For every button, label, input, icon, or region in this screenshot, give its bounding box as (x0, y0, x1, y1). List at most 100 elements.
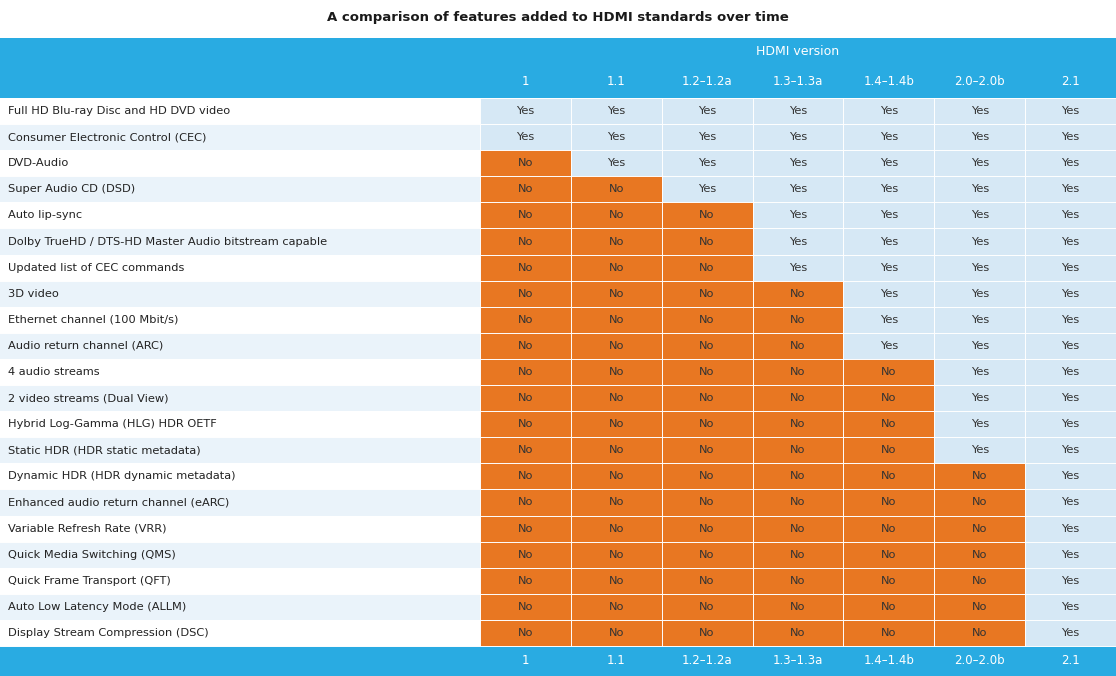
Bar (752, 176, 844, 202)
Bar (934, 385, 1026, 411)
Bar (480, 489, 570, 516)
Bar (752, 98, 844, 124)
Bar (752, 411, 844, 437)
Bar (752, 516, 844, 541)
Text: Yes: Yes (879, 315, 898, 324)
Text: No: No (518, 315, 533, 324)
Text: Yes: Yes (789, 106, 807, 116)
Text: No: No (518, 158, 533, 168)
Text: No: No (608, 550, 624, 560)
Bar (480, 463, 570, 489)
Text: Yes: Yes (1061, 237, 1079, 247)
Bar (844, 359, 934, 385)
Bar (1026, 568, 1116, 594)
Bar (0, 359, 480, 385)
Text: Variable Refresh Rate (VRR): Variable Refresh Rate (VRR) (8, 524, 166, 533)
Text: Yes: Yes (1061, 602, 1079, 612)
Bar (1026, 228, 1116, 255)
Text: Yes: Yes (1061, 393, 1079, 403)
Text: 2.0–2.0b: 2.0–2.0b (954, 75, 1006, 88)
Text: Yes: Yes (879, 237, 898, 247)
Text: Yes: Yes (971, 419, 989, 429)
Text: No: No (790, 524, 806, 533)
Text: No: No (790, 341, 806, 351)
Bar (844, 176, 934, 202)
Bar (844, 437, 934, 463)
Bar (480, 124, 570, 150)
Bar (1026, 255, 1116, 281)
Text: Yes: Yes (698, 132, 716, 142)
Bar (570, 385, 662, 411)
Bar (0, 98, 480, 124)
Bar (662, 202, 752, 228)
Bar (1026, 594, 1116, 620)
Text: 1.2–1.2a: 1.2–1.2a (682, 654, 732, 667)
Bar (662, 98, 752, 124)
Bar (570, 568, 662, 594)
Text: Auto Low Latency Mode (ALLM): Auto Low Latency Mode (ALLM) (8, 602, 186, 612)
Text: No: No (881, 576, 896, 586)
Bar (480, 516, 570, 541)
Text: No: No (608, 237, 624, 247)
Text: No: No (518, 210, 533, 220)
Text: Updated list of CEC commands: Updated list of CEC commands (8, 262, 184, 272)
Bar (570, 359, 662, 385)
Bar (752, 281, 844, 307)
Bar (752, 541, 844, 568)
Text: No: No (518, 237, 533, 247)
Bar (752, 359, 844, 385)
Bar (0, 437, 480, 463)
Bar (844, 463, 934, 489)
Bar (1026, 176, 1116, 202)
Bar (662, 385, 752, 411)
Text: Yes: Yes (879, 341, 898, 351)
Text: No: No (972, 498, 988, 508)
Bar (0, 516, 480, 541)
Bar (844, 281, 934, 307)
Bar (480, 333, 570, 359)
Text: Yes: Yes (1061, 550, 1079, 560)
Text: No: No (881, 602, 896, 612)
Text: 1.4–1.4b: 1.4–1.4b (864, 75, 914, 88)
Bar (1026, 333, 1116, 359)
Bar (844, 255, 934, 281)
Bar (934, 228, 1026, 255)
Text: No: No (700, 576, 715, 586)
Bar (934, 307, 1026, 333)
Text: No: No (518, 393, 533, 403)
Bar (0, 463, 480, 489)
Text: No: No (700, 289, 715, 299)
Bar (752, 124, 844, 150)
Bar (1026, 489, 1116, 516)
Text: 2 video streams (Dual View): 2 video streams (Dual View) (8, 393, 169, 403)
Bar (844, 385, 934, 411)
Bar (662, 255, 752, 281)
Bar (1026, 437, 1116, 463)
Text: Yes: Yes (789, 158, 807, 168)
Text: Audio return channel (ARC): Audio return channel (ARC) (8, 341, 163, 351)
Text: No: No (518, 550, 533, 560)
Text: Yes: Yes (1061, 576, 1079, 586)
Text: Yes: Yes (1061, 628, 1079, 638)
Bar (570, 437, 662, 463)
Bar (480, 150, 570, 176)
Text: Yes: Yes (971, 210, 989, 220)
Text: Yes: Yes (971, 445, 989, 455)
Text: Dolby TrueHD / DTS-HD Master Audio bitstream capable: Dolby TrueHD / DTS-HD Master Audio bitst… (8, 237, 327, 247)
Bar (934, 516, 1026, 541)
Bar (752, 620, 844, 646)
Bar (752, 228, 844, 255)
Text: Consumer Electronic Control (CEC): Consumer Electronic Control (CEC) (8, 132, 206, 142)
Text: Full HD Blu-ray Disc and HD DVD video: Full HD Blu-ray Disc and HD DVD video (8, 106, 230, 116)
Bar (662, 359, 752, 385)
Bar (844, 307, 934, 333)
Bar (570, 463, 662, 489)
Text: Yes: Yes (879, 262, 898, 272)
Text: Yes: Yes (1061, 210, 1079, 220)
Bar (752, 594, 844, 620)
Bar (662, 411, 752, 437)
Text: 2.1: 2.1 (1061, 75, 1080, 88)
Text: Yes: Yes (698, 106, 716, 116)
Text: No: No (881, 445, 896, 455)
Bar (0, 411, 480, 437)
